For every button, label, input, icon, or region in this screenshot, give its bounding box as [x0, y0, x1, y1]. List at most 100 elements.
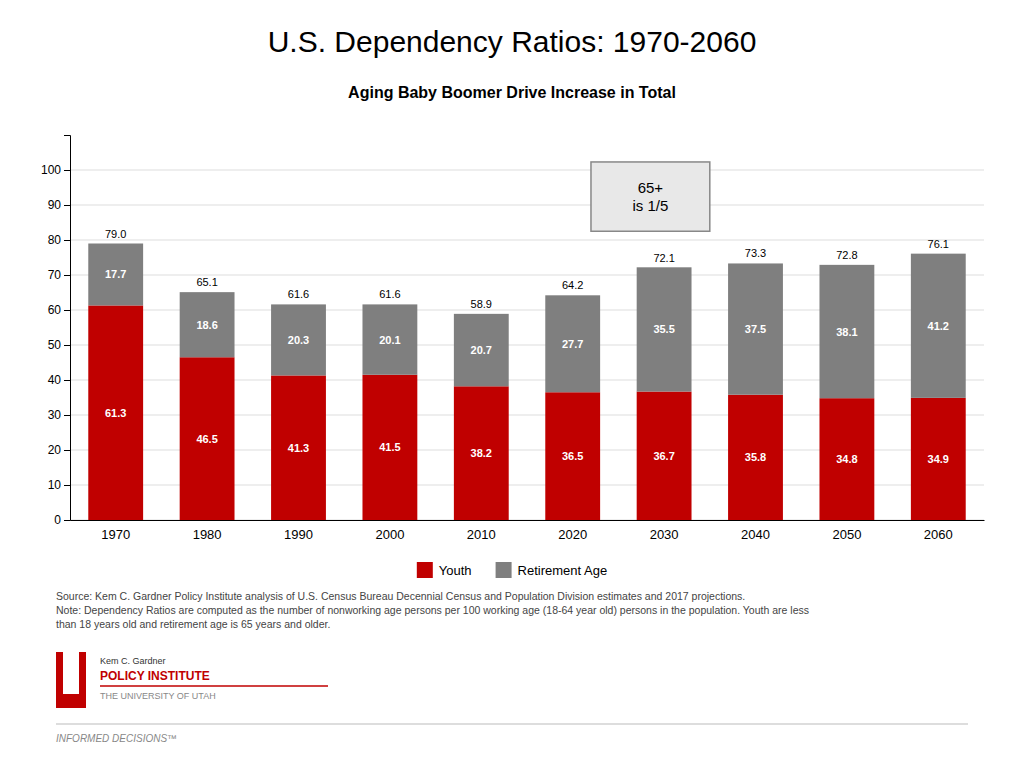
- y-tick: 40: [48, 373, 70, 387]
- y-tick-label: 20: [48, 443, 62, 457]
- y-tick-mark: [64, 205, 70, 206]
- y-tick-label: 50: [48, 338, 62, 352]
- y-tick-label: 60: [48, 303, 62, 317]
- grid-line: [70, 170, 984, 171]
- y-tick-mark: [64, 415, 70, 416]
- source-line: Note: Dependency Ratios are computed as …: [56, 604, 809, 616]
- bar: [88, 305, 143, 520]
- bar: [728, 263, 783, 394]
- bar: [637, 392, 692, 520]
- bar: [819, 265, 874, 398]
- logo: Kem C. Gardner POLICY INSTITUTE THE UNIVER…: [56, 652, 328, 708]
- y-tick-label: 10: [48, 478, 62, 492]
- separator: [56, 724, 968, 725]
- bar: [271, 304, 326, 375]
- logo-underline: [100, 685, 328, 687]
- y-tick: 70: [48, 268, 70, 282]
- bar: [362, 375, 417, 520]
- y-axis: 0102030405060708090100: [41, 136, 71, 528]
- bar: [545, 295, 600, 392]
- total-label: 72.1: [653, 252, 674, 264]
- data-label: 20.1: [379, 334, 400, 346]
- data-label: 41.2: [928, 320, 949, 332]
- y-tick-mark: [64, 450, 70, 451]
- total-labels: 79.065.161.661.658.964.272.173.372.876.1: [105, 228, 949, 310]
- y-tick-label: 70: [48, 268, 62, 282]
- footer: INFORMED DECISIONS™: [56, 733, 177, 744]
- grid-line: [70, 205, 984, 206]
- legend: Youth Retirement Age: [417, 562, 607, 578]
- y-tick-mark: [64, 520, 70, 521]
- data-label: 27.7: [562, 338, 583, 350]
- legend-swatch: [496, 562, 512, 578]
- bar: [180, 357, 235, 520]
- annotation-box: [591, 162, 710, 231]
- x-tick-label: 2000: [375, 527, 404, 542]
- bar: [728, 395, 783, 520]
- data-label: 20.3: [288, 334, 309, 346]
- data-label: 35.8: [745, 451, 766, 463]
- data-label: 18.6: [196, 319, 217, 331]
- bar: [271, 375, 326, 520]
- total-label: 72.8: [836, 249, 857, 261]
- grid: [70, 170, 984, 520]
- y-tick: 20: [48, 443, 70, 457]
- x-tick-label: 2060: [924, 527, 953, 542]
- x-axis: 1970198019902000201020202030204020502060: [71, 521, 985, 543]
- data-label: 36.7: [653, 450, 674, 462]
- total-label: 79.0: [105, 228, 126, 240]
- bar: [454, 314, 509, 386]
- y-axis-line: [64, 136, 71, 521]
- y-tick-label: 80: [48, 233, 62, 247]
- bar: [819, 398, 874, 520]
- legend-label: Retirement Age: [518, 563, 608, 578]
- y-tick-label: 30: [48, 408, 62, 422]
- annotation-text: 65+is 1/5: [632, 179, 668, 214]
- source: Source: Kem C. Gardner Policy Institute …: [56, 590, 809, 630]
- source-line: than 18 years old and retirement age is …: [56, 618, 330, 630]
- y-tick-label: 0: [54, 513, 61, 527]
- logo-text: Kem C. Gardner: [100, 656, 166, 666]
- x-tick: 1990: [284, 527, 313, 542]
- x-tick: 2040: [741, 527, 770, 542]
- data-label: 20.7: [471, 344, 492, 356]
- legend-item: Youth: [417, 562, 472, 578]
- logo-text: THE UNIVERSITY OF UTAH: [100, 691, 216, 701]
- logo-text: POLICY INSTITUTE: [100, 669, 210, 683]
- x-tick-label: 2020: [558, 527, 587, 542]
- y-tick-mark: [64, 170, 70, 171]
- y-tick-label: 40: [48, 373, 62, 387]
- y-tick-mark: [64, 310, 70, 311]
- bar: [911, 398, 966, 520]
- x-tick-label: 1990: [284, 527, 313, 542]
- data-label: 35.5: [653, 323, 674, 335]
- y-tick: 0: [54, 513, 70, 527]
- data-label: 46.5: [196, 433, 217, 445]
- x-tick-label: 1980: [193, 527, 222, 542]
- y-tick: 80: [48, 233, 70, 247]
- chart: U.S. Dependency Ratios: 1970-2060Aging B…: [0, 0, 1024, 768]
- bar: [911, 254, 966, 398]
- x-tick-label: 2050: [832, 527, 861, 542]
- y-tick-mark: [64, 240, 70, 241]
- x-tick-label: 2030: [650, 527, 679, 542]
- y-tick-mark: [64, 345, 70, 346]
- y-tick: 10: [48, 478, 70, 492]
- x-tick: 2030: [650, 527, 679, 542]
- data-label: 38.2: [471, 447, 492, 459]
- data-label: 17.7: [105, 268, 126, 280]
- y-tick: 60: [48, 303, 70, 317]
- x-tick-label: 2010: [467, 527, 496, 542]
- total-label: 61.6: [288, 288, 309, 300]
- bar: [88, 244, 143, 306]
- bar: [180, 292, 235, 357]
- bar: [637, 267, 692, 391]
- data-label: 36.5: [562, 450, 583, 462]
- legend-swatch: [417, 562, 433, 578]
- data-label: 34.9: [928, 453, 949, 465]
- x-tick-label: 2040: [741, 527, 770, 542]
- data-label: 61.3: [105, 407, 126, 419]
- x-tick: 2050: [832, 527, 861, 542]
- total-label: 65.1: [196, 276, 217, 288]
- legend-item: Retirement Age: [496, 562, 608, 578]
